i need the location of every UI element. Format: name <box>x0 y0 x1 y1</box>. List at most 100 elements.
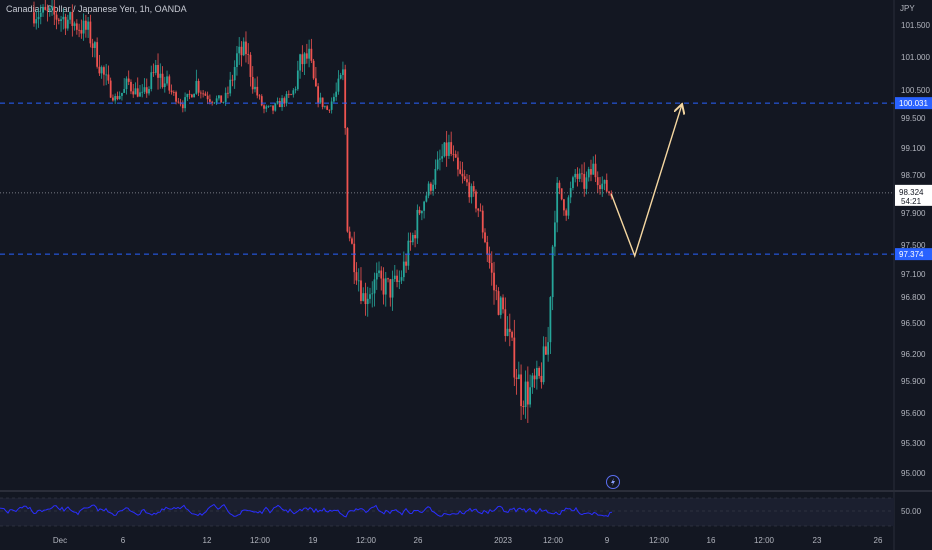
candle-body <box>82 20 85 34</box>
candle-body <box>254 86 256 90</box>
candle-body <box>91 43 94 48</box>
candle-body <box>46 9 49 11</box>
candle-body <box>114 96 117 101</box>
candle-body <box>278 101 281 108</box>
candle-body <box>55 14 58 20</box>
candle-body <box>592 163 595 175</box>
candle-series <box>33 0 613 423</box>
candle-body <box>222 102 225 103</box>
candle-body <box>251 76 254 90</box>
candle-body <box>572 177 574 189</box>
time-tick-label: 12 <box>203 536 212 545</box>
projection-arrow <box>610 105 681 259</box>
candle-body <box>344 69 347 129</box>
candle-body <box>227 92 229 94</box>
candle-body <box>245 41 247 55</box>
candle-body <box>163 83 166 88</box>
candle-body <box>360 280 362 301</box>
candle-body <box>535 367 538 380</box>
projection-path <box>610 105 681 259</box>
candle-body <box>186 93 189 98</box>
time-tick-label: 26 <box>874 536 883 545</box>
chart-title: Canadian Dollar / Japanese Yen, 1h, OAND… <box>6 4 187 14</box>
candle-body <box>463 176 466 180</box>
candle-body <box>391 279 394 298</box>
candle-body <box>380 270 383 279</box>
candle-body <box>373 279 376 294</box>
candle-body <box>206 95 209 100</box>
time-tick-label: 12:00 <box>543 536 564 545</box>
candle-body <box>303 53 306 65</box>
price-tick-label: 99.500 <box>901 114 926 123</box>
candle-body <box>80 30 83 34</box>
price-tick-label: 101.000 <box>901 53 930 62</box>
candle-body <box>457 157 459 170</box>
candle-body <box>362 293 365 301</box>
time-tick-label: 12:00 <box>250 536 271 545</box>
candle-body <box>109 80 112 98</box>
candle-body <box>272 105 274 111</box>
candle-body <box>425 195 428 202</box>
countdown-label: 54:21 <box>901 197 922 206</box>
candle-body <box>429 183 432 191</box>
candle-body <box>112 97 114 101</box>
candle-body <box>407 240 410 266</box>
candle-body <box>281 98 283 108</box>
candle-body <box>168 76 171 91</box>
candle-body <box>296 70 299 90</box>
candle-body <box>560 188 563 200</box>
candle-body <box>402 261 405 278</box>
candle-body <box>321 97 324 107</box>
candle-body <box>486 242 489 254</box>
candle-body <box>53 6 56 15</box>
candle-body <box>414 235 416 239</box>
candle-body <box>69 11 71 20</box>
candle-body <box>587 169 590 178</box>
candle-body <box>265 106 268 109</box>
candle-body <box>175 92 177 102</box>
candle-body <box>508 328 511 332</box>
candle-body <box>495 290 498 292</box>
candle-body <box>583 173 586 189</box>
candle-body <box>468 182 471 198</box>
price-tick-label: 97.100 <box>901 270 926 279</box>
candle-body <box>432 184 435 191</box>
time-axis[interactable]: Dec 6 12 12:00 19 12:00 26 2023 12:00 9 12:00 16 12:… <box>53 536 883 545</box>
candle-body <box>441 156 444 159</box>
candle-body <box>312 60 315 79</box>
candle-body <box>540 375 543 383</box>
candle-body <box>357 280 360 282</box>
time-tick-label: 12:00 <box>356 536 377 545</box>
candle-body <box>75 23 78 30</box>
price-axis[interactable]: 101.500 101.000 100.500 99.500 99.100 98.700 9… <box>901 21 930 478</box>
time-tick-label: 19 <box>309 536 318 545</box>
candle-body <box>594 163 597 178</box>
candle-body <box>267 105 270 107</box>
candle-body <box>448 142 450 156</box>
candle-body <box>335 91 338 97</box>
price-tick-label: 97.900 <box>901 209 926 218</box>
time-tick-label: 2023 <box>494 536 512 545</box>
candle-body <box>488 253 491 264</box>
candle-body <box>287 93 290 95</box>
candle-body <box>382 278 385 295</box>
candle-body <box>479 210 482 212</box>
candle-body <box>98 66 101 74</box>
candle-body <box>378 270 380 274</box>
candle-body <box>130 81 132 92</box>
price-tick-label: 96.200 <box>901 350 926 359</box>
candle-body <box>35 19 38 24</box>
candle-body <box>84 20 87 30</box>
price-tick-label: 96.500 <box>901 319 926 328</box>
candle-body <box>581 173 583 175</box>
candle-body <box>326 106 329 110</box>
candle-body <box>513 337 516 378</box>
candle-body <box>346 128 349 232</box>
candle-body <box>533 375 536 380</box>
lightning-icon[interactable] <box>606 475 620 489</box>
candle-body <box>62 16 65 20</box>
candle-body <box>517 374 520 380</box>
price-tick-label: 98.700 <box>901 171 926 180</box>
candle-body <box>247 54 250 55</box>
